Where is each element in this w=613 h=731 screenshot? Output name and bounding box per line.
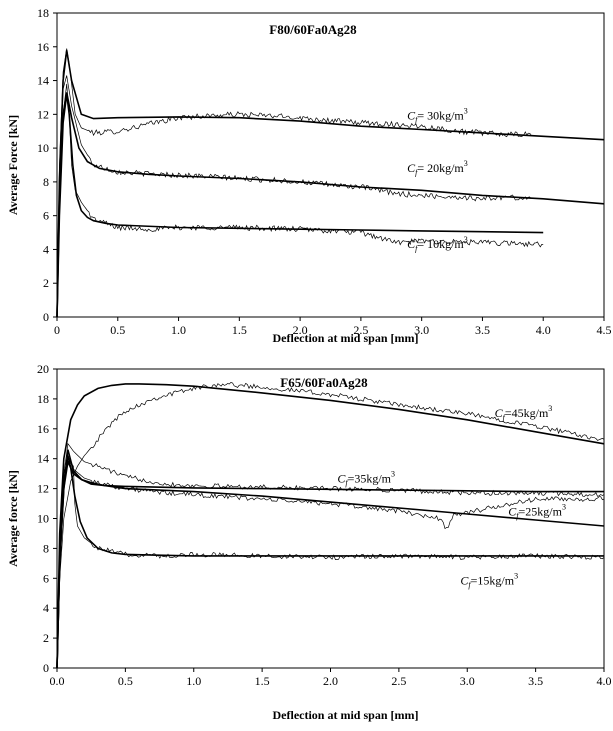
x-tick-label: 2.0 <box>323 674 338 688</box>
test-curve <box>56 454 605 669</box>
y-tick-label: 10 <box>37 141 49 155</box>
x-tick-label: 1.5 <box>255 674 270 688</box>
y-tick-label: 16 <box>37 422 49 436</box>
y-tick-label: 0 <box>43 310 49 324</box>
x-tick-label: 0.5 <box>110 323 125 337</box>
y-tick-label: 6 <box>43 571 49 585</box>
x-tick-label: 1.0 <box>186 674 201 688</box>
fit-curve <box>56 94 544 318</box>
y-tick-label: 8 <box>43 175 49 189</box>
x-tick-label: 3.0 <box>414 323 429 337</box>
series-annotation: Cf=35kg/m3 <box>337 470 395 488</box>
y-tick-label: 16 <box>37 40 49 54</box>
x-tick-label: 1.5 <box>232 323 247 337</box>
series-annotation: Cf=15kg/m3 <box>460 571 518 589</box>
series-annotation: Cf= 30kg/m3 <box>407 106 468 124</box>
fit-curve <box>56 449 604 669</box>
test-curve <box>56 48 532 318</box>
series-annotation: Cf= 20kg/m3 <box>407 159 468 177</box>
y-tick-label: 0 <box>43 661 49 675</box>
chart-bottom: 0.0 0.5 1.0 1.5 2.0 2.5 3.0 3.5 4.0 0 2 4 6 8 10 12 14 16… <box>6 362 612 722</box>
plot-frame <box>56 12 605 318</box>
test-curve <box>56 83 544 318</box>
x-tick-label: 0.0 <box>50 674 65 688</box>
y-tick-label: 8 <box>43 541 49 555</box>
chart-title: F80/60Fa0Ag28 <box>269 22 357 37</box>
x-tick-label: 3.5 <box>528 674 543 688</box>
x-tick-label: 2.5 <box>391 674 406 688</box>
y-tick-label: 20 <box>37 362 49 376</box>
y-tick-label: 12 <box>37 107 49 121</box>
x-tick-label: 2.0 <box>293 323 308 337</box>
y-tick-label: 12 <box>37 482 49 496</box>
fit-curve <box>56 455 604 669</box>
y-tick-label: 2 <box>43 631 49 645</box>
y-tick-label: 6 <box>43 209 49 223</box>
y-axis-title: Average force [kN] <box>6 470 20 567</box>
x-axis-title: Deflection at mid span [mm] <box>273 708 419 722</box>
fit-curve <box>56 92 605 318</box>
x-tick-label: 4.0 <box>597 674 612 688</box>
chart-title: F65/60Fa0Ag28 <box>280 375 368 390</box>
x-axis-title: Deflection at mid span [mm] <box>273 331 419 345</box>
series-annotation: Cf=25kg/m3 <box>508 503 566 521</box>
chart-top: 0 0.5 1.0 1.5 2.0 2.5 3.0 3.5 4.0 4.5 0 2 4 6 8 10 12 14 1… <box>6 6 612 345</box>
y-tick-label: 18 <box>37 6 49 20</box>
x-tick-label: 1.0 <box>171 323 186 337</box>
y-tick-label: 10 <box>37 512 49 526</box>
x-tick-label: 2.5 <box>353 323 368 337</box>
series-annotation: Cf=45kg/m3 <box>495 404 553 422</box>
x-tick-label: 3.5 <box>475 323 490 337</box>
x-tick-label: 0.5 <box>118 674 133 688</box>
y-tick-label: 14 <box>37 74 49 88</box>
test-curve <box>56 457 605 669</box>
fit-curve <box>56 383 605 669</box>
y-tick-label: 14 <box>37 452 49 466</box>
test-curve <box>56 381 605 669</box>
y-tick-label: 4 <box>43 242 49 256</box>
x-tick-label: 0 <box>54 323 60 337</box>
fit-curve <box>56 458 605 669</box>
x-tick-label: 3.0 <box>460 674 475 688</box>
y-axis-title: Average Force [kN] <box>6 115 20 215</box>
y-tick-label: 18 <box>37 392 49 406</box>
y-tick-label: 2 <box>43 276 49 290</box>
x-tick-label: 4.0 <box>536 323 551 337</box>
series-annotation: Cf= 10kg/m3 <box>407 235 468 253</box>
fit-curve <box>56 50 605 318</box>
y-tick-label: 4 <box>43 601 49 615</box>
x-tick-label: 4.5 <box>597 323 612 337</box>
